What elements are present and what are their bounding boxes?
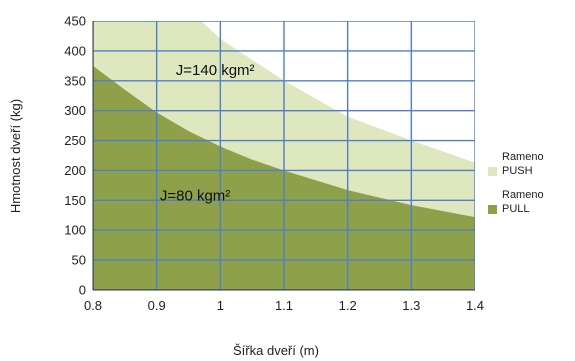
x-axis-title: Šířka dveří (m) [233, 343, 319, 358]
y-tick-label: 0 [79, 283, 86, 298]
legend-label: Rameno [502, 189, 544, 201]
y-tick-labels: 0 50 100 150 200 250 300 350 400 450 [64, 14, 86, 298]
x-tick-label: 0.8 [84, 298, 102, 313]
y-tick-label: 350 [64, 73, 86, 88]
axes [92, 21, 475, 291]
grid [93, 21, 475, 290]
legend-label: Rameno [502, 151, 544, 163]
legend-swatch [488, 205, 497, 214]
x-tick-labels: 0.8 0.9 1 1.1 1.2 1.3 1.4 [84, 298, 484, 313]
y-tick-label: 450 [64, 14, 86, 29]
x-tick-label: 0.9 [148, 298, 166, 313]
y-tick-label: 150 [64, 193, 86, 208]
legend-label: PUSH [502, 165, 533, 177]
legend-label: PULL [502, 203, 530, 215]
y-tick-label: 100 [64, 223, 86, 238]
annotation-label: J=80 kgm² [160, 187, 230, 204]
legend: Rameno PUSH Rameno PULL [488, 151, 544, 215]
x-tick-label: 1.3 [402, 298, 420, 313]
x-tick-label: 1.4 [466, 298, 484, 313]
annotations: J=140 kgm² J=80 kgm² [160, 62, 255, 205]
y-tick-label: 250 [64, 133, 86, 148]
y-tick-label: 200 [64, 163, 86, 178]
y-tick-label: 50 [72, 253, 86, 268]
x-tick-label: 1 [217, 298, 224, 313]
x-tick-label: 1.2 [339, 298, 357, 313]
legend-swatch [488, 167, 497, 176]
y-axis-title: Hmotnost dveří (kg) [8, 99, 23, 213]
x-tick-label: 1.1 [275, 298, 293, 313]
annotation-label: J=140 kgm² [176, 62, 255, 79]
y-tick-label: 400 [64, 43, 86, 58]
y-tick-label: 300 [64, 103, 86, 118]
